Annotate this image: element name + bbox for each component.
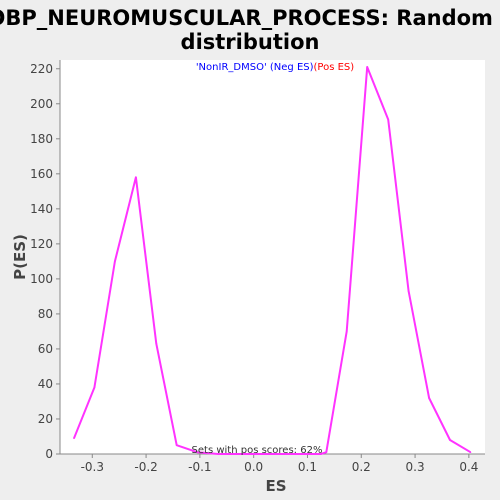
data-point (155, 342, 158, 345)
data-point (449, 439, 451, 441)
x-tick-label: 0.2 (352, 460, 371, 474)
x-axis-ticks: -0.3 -0.2 -0.1 0.0 0.1 0.2 0.3 0.4 (81, 454, 478, 474)
x-axis-label: ES (265, 477, 286, 495)
y-tick-label: 140 (30, 202, 53, 216)
y-tick-label: 80 (38, 307, 53, 321)
series-layer (73, 66, 472, 455)
x-tick-label: -0.2 (134, 460, 157, 474)
y-axis-ticks: 0 20 40 60 80 100 120 140 160 180 200 220 (30, 62, 60, 461)
y-tick-label: 100 (30, 272, 53, 286)
y-tick-label: 20 (38, 412, 53, 426)
data-point (299, 453, 302, 455)
data-point (73, 437, 75, 440)
plot-area (60, 60, 485, 454)
x-tick-label: 0.1 (298, 460, 317, 474)
data-point (387, 118, 389, 121)
data-point (469, 451, 472, 454)
data-point (366, 66, 368, 68)
data-point (114, 260, 116, 263)
data-point (196, 451, 198, 454)
pos-scores-annotation: Sets with pos scores: 62% (192, 445, 323, 456)
y-tick-label: 120 (30, 237, 53, 251)
x-tick-label: 0.4 (459, 460, 478, 474)
data-point (279, 453, 281, 455)
y-tick-label: 40 (38, 377, 53, 391)
y-tick-label: 0 (45, 447, 53, 461)
data-point (135, 176, 137, 179)
x-tick-label: -0.1 (188, 460, 211, 474)
chart-title-line2: distribution (181, 30, 320, 54)
y-tick-label: 200 (30, 97, 53, 111)
y-axis-label: P(ES) (11, 234, 29, 280)
x-tick-label: -0.3 (81, 460, 104, 474)
legend: 'NonIR_DMSO' (Neg ES)(Pos ES) (196, 62, 354, 73)
legend-pos-es: (Pos ES) (314, 62, 355, 73)
x-tick-label: 0.3 (406, 460, 425, 474)
y-tick-label: 220 (30, 62, 53, 76)
data-point (258, 453, 260, 455)
y-tick-label: 60 (38, 342, 53, 356)
y-tick-label: 160 (30, 167, 53, 181)
legend-dataset-name: 'NonIR_DMSO' (196, 62, 267, 73)
data-point (345, 330, 348, 333)
data-point (320, 453, 322, 455)
legend-neg-es: (Neg ES) (267, 62, 314, 73)
data-point (217, 453, 219, 455)
chart-title-line1: GOBP_NEUROMUSCULAR_PROCESS: Random ES (0, 6, 500, 30)
data-point (325, 451, 328, 454)
data-point (93, 386, 96, 389)
data-point (428, 397, 430, 399)
data-point (407, 290, 410, 292)
data-point (175, 444, 178, 447)
y-tick-label: 180 (30, 132, 53, 146)
x-tick-label: 0.0 (244, 460, 263, 474)
data-point (237, 453, 240, 455)
